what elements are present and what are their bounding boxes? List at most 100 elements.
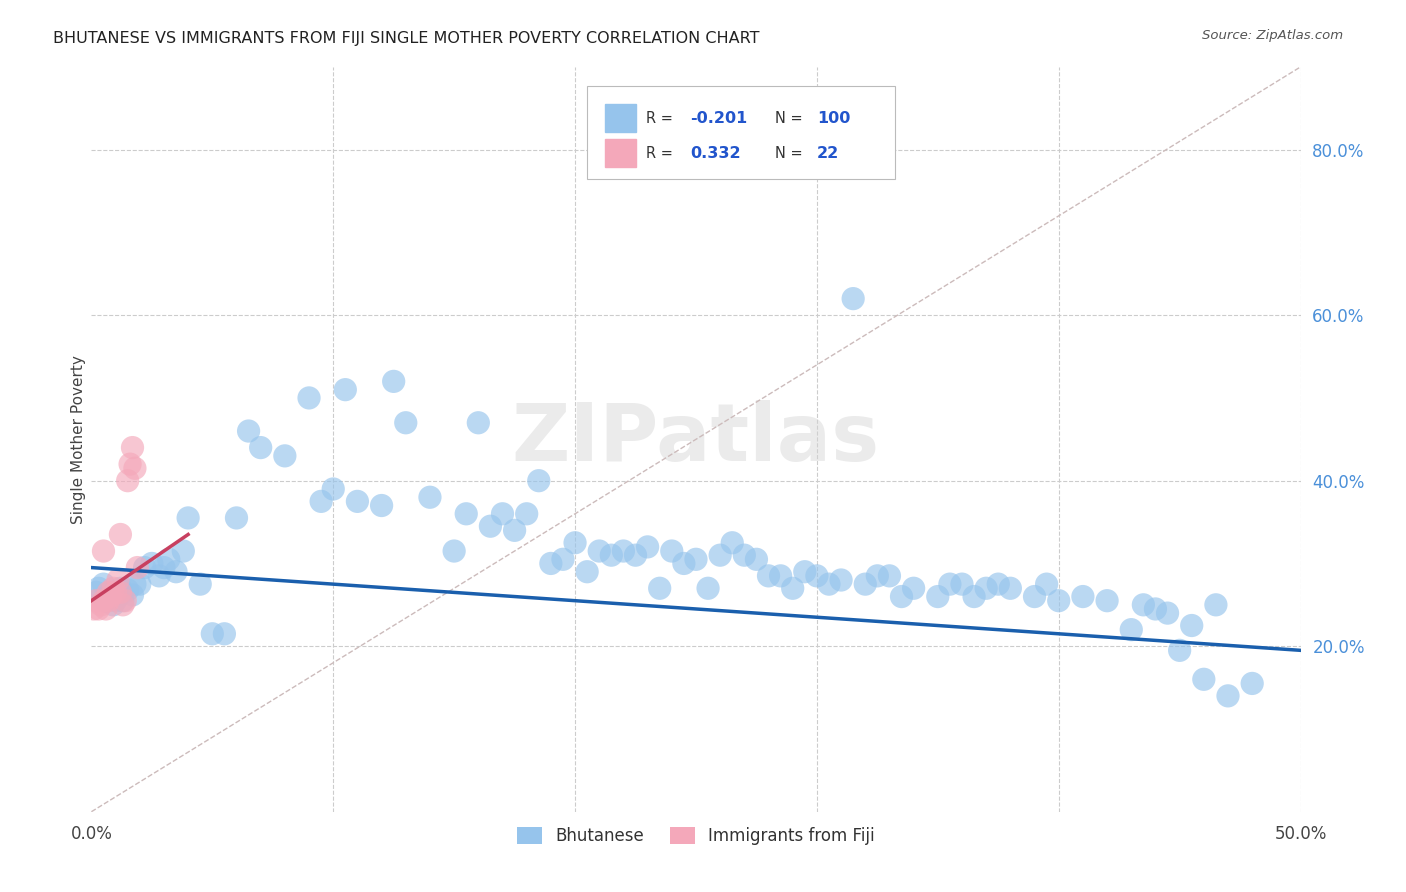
Point bbox=[1121, 623, 1143, 637]
Point bbox=[939, 577, 962, 591]
Text: ZIPatlas: ZIPatlas bbox=[512, 401, 880, 478]
Point bbox=[879, 569, 901, 583]
Point bbox=[540, 557, 562, 571]
Point bbox=[225, 511, 247, 525]
Point bbox=[165, 565, 187, 579]
Point bbox=[661, 544, 683, 558]
Point bbox=[612, 544, 634, 558]
Point bbox=[100, 590, 122, 604]
Point bbox=[93, 577, 115, 591]
Point bbox=[249, 441, 271, 455]
Point bbox=[974, 582, 997, 596]
Point bbox=[124, 461, 146, 475]
Point bbox=[214, 627, 236, 641]
Point bbox=[274, 449, 297, 463]
Point bbox=[395, 416, 418, 430]
Point bbox=[128, 577, 150, 591]
Point bbox=[479, 519, 502, 533]
Point bbox=[419, 490, 441, 504]
Point bbox=[551, 552, 574, 566]
Point bbox=[516, 507, 538, 521]
Point bbox=[157, 552, 180, 566]
Point bbox=[806, 569, 828, 583]
Point bbox=[758, 569, 780, 583]
Point bbox=[148, 569, 170, 583]
Point bbox=[672, 557, 695, 571]
Point bbox=[733, 548, 755, 562]
Point bbox=[238, 424, 260, 438]
Point bbox=[335, 383, 357, 397]
Point bbox=[94, 602, 117, 616]
Point bbox=[309, 494, 332, 508]
Point bbox=[685, 552, 707, 566]
Point bbox=[1047, 593, 1070, 607]
Point bbox=[818, 577, 841, 591]
Point bbox=[141, 557, 163, 571]
FancyBboxPatch shape bbox=[588, 86, 896, 178]
Point bbox=[97, 585, 120, 599]
Point bbox=[1095, 593, 1118, 607]
Bar bbox=[605, 104, 636, 132]
Point bbox=[624, 548, 647, 562]
Point bbox=[87, 582, 110, 596]
Point bbox=[1035, 577, 1057, 591]
Point bbox=[111, 598, 134, 612]
Point bbox=[117, 582, 139, 597]
Y-axis label: Single Mother Poverty: Single Mother Poverty bbox=[70, 355, 86, 524]
Point bbox=[950, 577, 973, 591]
Point bbox=[121, 588, 143, 602]
Text: 0.332: 0.332 bbox=[690, 145, 741, 161]
Text: N =: N = bbox=[775, 111, 807, 126]
Point bbox=[84, 593, 107, 607]
Point bbox=[127, 560, 149, 574]
Text: 100: 100 bbox=[817, 111, 851, 126]
Point bbox=[987, 577, 1010, 591]
Point bbox=[793, 565, 815, 579]
Point bbox=[322, 482, 344, 496]
Point bbox=[87, 602, 110, 616]
Text: R =: R = bbox=[647, 111, 678, 126]
Point bbox=[124, 577, 146, 591]
Point bbox=[1181, 618, 1204, 632]
Point bbox=[134, 560, 156, 574]
Point bbox=[110, 585, 132, 599]
Point bbox=[1024, 590, 1046, 604]
Point bbox=[853, 577, 876, 591]
Point bbox=[298, 391, 321, 405]
Point bbox=[94, 593, 117, 607]
Point bbox=[527, 474, 550, 488]
Point bbox=[153, 560, 176, 574]
Point bbox=[564, 535, 586, 549]
Bar bbox=[605, 139, 636, 168]
Point bbox=[101, 582, 124, 596]
Point bbox=[1071, 590, 1094, 604]
Point bbox=[576, 565, 599, 579]
Point bbox=[721, 535, 744, 549]
Point bbox=[1156, 606, 1178, 620]
Point bbox=[1144, 602, 1167, 616]
Point bbox=[111, 593, 134, 607]
Point bbox=[467, 416, 489, 430]
Point bbox=[104, 593, 127, 607]
Point bbox=[93, 593, 115, 607]
Point bbox=[110, 582, 132, 596]
Point bbox=[177, 511, 200, 525]
Point bbox=[97, 590, 120, 604]
Point bbox=[100, 585, 122, 599]
Point bbox=[503, 524, 526, 538]
Point bbox=[84, 585, 107, 599]
Point bbox=[1205, 598, 1227, 612]
Point bbox=[709, 548, 731, 562]
Text: 22: 22 bbox=[817, 145, 839, 161]
Point bbox=[121, 441, 143, 455]
Point bbox=[104, 585, 127, 599]
Point bbox=[1192, 673, 1215, 687]
Point bbox=[927, 590, 949, 604]
Point bbox=[769, 569, 792, 583]
Point bbox=[745, 552, 768, 566]
Point bbox=[188, 577, 211, 591]
Point bbox=[903, 582, 925, 596]
Point bbox=[1241, 676, 1264, 690]
Point bbox=[120, 457, 142, 471]
Point bbox=[782, 582, 804, 596]
